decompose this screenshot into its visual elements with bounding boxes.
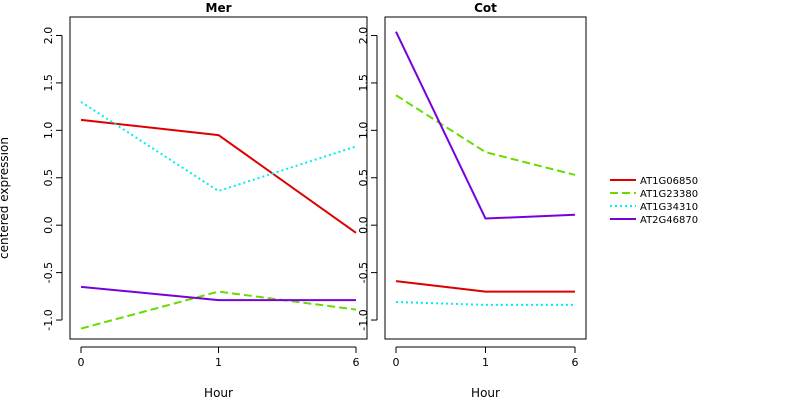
x-axis: 0 1 6 bbox=[393, 346, 579, 369]
x-axis-label: Hour bbox=[204, 386, 233, 400]
y-tick-label: 0.5 bbox=[42, 169, 55, 187]
y-tick-label: -1.0 bbox=[42, 309, 55, 330]
plot-frame bbox=[384, 16, 587, 340]
series-line-at1g34310 bbox=[395, 301, 575, 306]
x-axis: 0 1 6 bbox=[78, 346, 360, 369]
y-tick-label: 2.0 bbox=[42, 27, 55, 45]
y-tick-label: 0.0 bbox=[42, 216, 55, 234]
series-line-at1g34310 bbox=[80, 101, 357, 193]
x-tick-label: 0 bbox=[393, 356, 400, 369]
series-line-at1g06850 bbox=[395, 280, 575, 293]
y-tick-label: 2.0 bbox=[357, 27, 370, 45]
y-axis-label: centered expression bbox=[0, 137, 11, 259]
x-tick-label: 1 bbox=[215, 356, 222, 369]
y-axis: -1.0 -0.5 0.0 0.5 1.0 1.5 2.0 bbox=[42, 27, 63, 331]
y-tick-label: -0.5 bbox=[357, 262, 370, 283]
y-tick-label: 0.5 bbox=[357, 169, 370, 187]
y-tick-label: 1.0 bbox=[42, 122, 55, 140]
y-tick-label: -1.0 bbox=[357, 309, 370, 330]
legend-label: AT1G34310 bbox=[640, 202, 698, 213]
x-tick-label: 0 bbox=[78, 356, 85, 369]
y-tick-label: 1.0 bbox=[357, 122, 370, 140]
series-line-at1g23380 bbox=[80, 290, 357, 330]
x-axis-label: Hour bbox=[471, 386, 500, 400]
x-tick-label: 1 bbox=[482, 356, 489, 369]
plot-frame bbox=[69, 16, 368, 340]
panel-title: Mer bbox=[206, 1, 232, 15]
series-line-at1g06850 bbox=[80, 118, 357, 234]
series-line-at2g46870 bbox=[80, 285, 356, 302]
series-line-at1g23380 bbox=[395, 94, 576, 176]
y-tick-label: 1.5 bbox=[357, 74, 370, 92]
panel-cot: Cot -1.0 -0.5 0.0 0.5 1.0 1.5 2.0 0 1 6 Hour bbox=[357, 1, 587, 400]
legend-label: AT2G46870 bbox=[640, 215, 698, 226]
panel-title: Cot bbox=[474, 1, 497, 15]
legend-label: AT1G23380 bbox=[640, 189, 698, 200]
x-tick-label: 6 bbox=[353, 356, 360, 369]
y-tick-label: 1.5 bbox=[42, 74, 55, 92]
x-tick-label: 6 bbox=[572, 356, 579, 369]
y-axis: -1.0 -0.5 0.0 0.5 1.0 1.5 2.0 bbox=[357, 27, 378, 331]
y-tick-label: -0.5 bbox=[42, 262, 55, 283]
panel-mer: Mer -1.0 -0.5 0.0 0.5 1.0 1.5 2.0 0 1 6 Hour bbox=[42, 1, 368, 400]
series-line-at2g46870 bbox=[395, 31, 576, 220]
legend-label: AT1G06850 bbox=[640, 176, 698, 187]
legend: AT1G06850 AT1G23380 AT1G34310 AT2G46870 bbox=[610, 176, 698, 226]
y-tick-label: 0.0 bbox=[357, 216, 370, 234]
